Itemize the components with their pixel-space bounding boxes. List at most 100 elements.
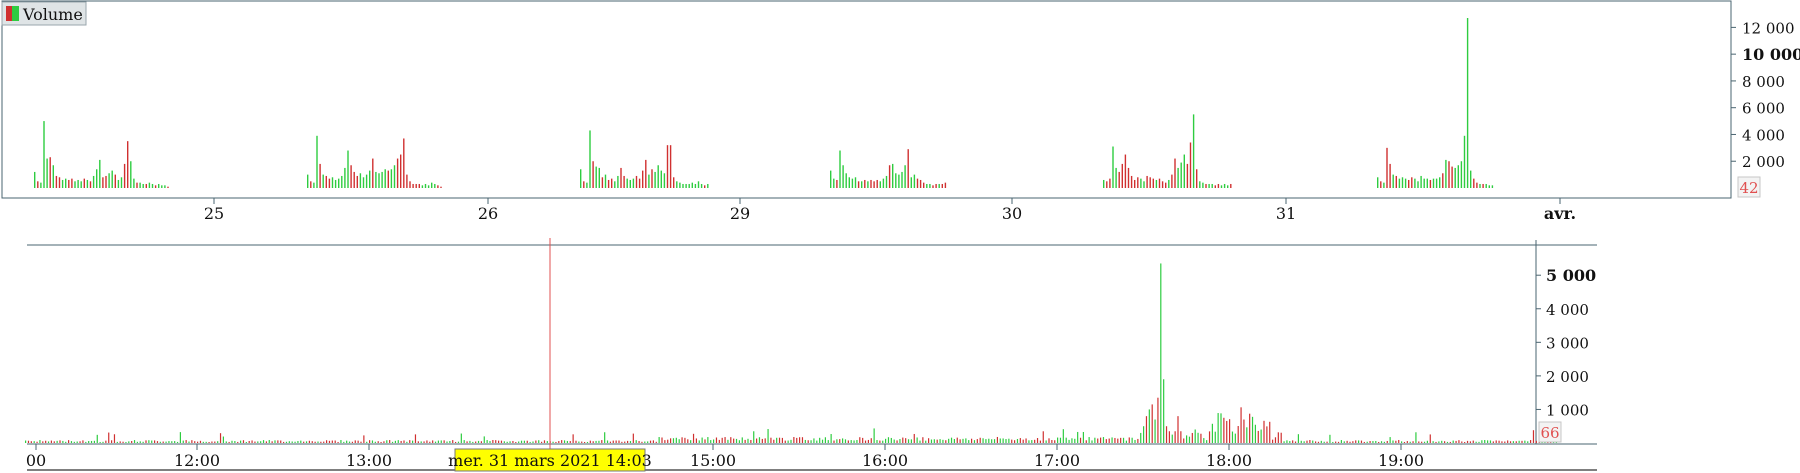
bottom-volume-bar xyxy=(1426,440,1428,443)
top-volume-bar xyxy=(421,185,424,188)
top-volume-bar xyxy=(130,161,132,188)
bottom-volume-bar xyxy=(770,437,772,443)
bottom-volume-bar xyxy=(1435,441,1437,443)
bottom-volume-bar xyxy=(1269,421,1271,443)
top-volume-bar xyxy=(1143,181,1145,188)
bottom-volume-bar xyxy=(463,440,465,443)
top-volume-bar xyxy=(99,159,101,188)
bottom-volume-bar xyxy=(890,437,892,443)
top-volume-bar xyxy=(1454,167,1456,188)
bottom-volume-bar xyxy=(237,441,239,443)
bottom-volume-bar xyxy=(859,437,861,443)
bottom-volume-bar xyxy=(93,440,95,443)
bottom-volume-bar xyxy=(389,440,391,443)
bottom-volume-bar xyxy=(1071,438,1073,443)
bottom-volume-bar xyxy=(1312,440,1314,443)
top-volume-bar xyxy=(870,179,872,188)
top-volume-bar xyxy=(427,185,430,188)
bottom-volume-bar xyxy=(30,441,32,443)
top-volume-bar xyxy=(888,165,891,188)
bottom-volume-bar xyxy=(176,441,179,443)
bottom-volume-bar xyxy=(1360,440,1363,443)
bottom-volume-bar xyxy=(1174,431,1176,443)
top-volume-bar xyxy=(1127,167,1130,188)
bottom-volume-bar xyxy=(257,441,259,443)
bottom-volume-bar xyxy=(1260,429,1262,443)
bottom-volume-bar xyxy=(1059,437,1062,443)
top-volume-bar xyxy=(944,182,947,188)
top-volume-bar xyxy=(83,178,85,188)
bottom-volume-bar xyxy=(162,441,164,443)
top-volume-bar xyxy=(1118,171,1120,188)
top-volume-bar xyxy=(148,182,151,188)
bottom-volume-panel: 1 000 2 000 3 000 4 000 5 000 00 12:00 13:00 15… xyxy=(25,238,1597,472)
bottom-volume-bar xyxy=(985,439,987,443)
top-volume-bar xyxy=(700,183,703,188)
bottom-volume-bar xyxy=(142,441,144,443)
bottom-volume-bar xyxy=(62,440,64,443)
bottom-volume-bar xyxy=(595,440,597,443)
top-volume-bar xyxy=(854,177,857,188)
bottom-volume-bar xyxy=(47,441,50,443)
bottom-volume-bar xyxy=(271,441,273,443)
bottom-volume-bar xyxy=(139,441,141,443)
bottom-volume-bar xyxy=(604,432,606,443)
bottom-volume-bar xyxy=(907,439,910,443)
bottom-volume-bar xyxy=(1249,413,1251,443)
bottom-volume-bar xyxy=(1512,441,1514,443)
bottom-volume-bar xyxy=(386,440,388,443)
top-volume-bar xyxy=(372,158,374,188)
bottom-volume-bar xyxy=(741,437,743,443)
bottom-volume-bar xyxy=(853,440,855,443)
top-volume-bar xyxy=(1124,154,1127,188)
bottom-volume-bar xyxy=(1188,436,1191,443)
bottom-volume-bar xyxy=(1343,441,1345,443)
top-volume-bar xyxy=(437,185,439,188)
bottom-volume-bar xyxy=(589,440,591,443)
top-volume-bar xyxy=(1192,114,1195,188)
bottom-volume-bar xyxy=(1355,440,1357,443)
bottom-volume-bar xyxy=(1054,440,1056,443)
top-volume-bar xyxy=(387,170,389,188)
top-volume-bar xyxy=(926,183,928,188)
bottom-volume-bar xyxy=(1286,440,1288,443)
bottom-volume-bar xyxy=(956,437,958,443)
bottom-volume-bar xyxy=(950,437,953,443)
bottom-volume-bar xyxy=(1148,409,1150,443)
bottom-volume-bar xyxy=(506,441,508,443)
top-y-tick-label: 12 000 xyxy=(1742,19,1795,37)
top-volume-bar xyxy=(604,174,607,188)
bottom-volume-bar xyxy=(1039,440,1041,443)
bottom-volume-bar xyxy=(1183,438,1185,443)
bottom-volume-bar xyxy=(331,440,333,443)
bottom-volume-bar xyxy=(254,441,256,443)
top-volume-bar xyxy=(1202,182,1204,188)
bottom-volume-bar xyxy=(776,437,778,443)
bottom-volume-bar xyxy=(182,440,184,443)
bottom-x-tick-label: 12:00 xyxy=(174,451,220,470)
bottom-volume-bar xyxy=(672,438,675,443)
bottom-volume-bar xyxy=(1094,437,1096,443)
bottom-volume-bar xyxy=(824,437,826,443)
bottom-volume-bar xyxy=(383,441,385,443)
legend[interactable]: Volume xyxy=(1,1,87,26)
bottom-volume-bar xyxy=(1349,441,1351,443)
top-volume-bar xyxy=(901,171,903,188)
top-volume-bar xyxy=(1121,163,1123,188)
bottom-volume-bar xyxy=(70,441,73,443)
bottom-volume-bar xyxy=(1180,431,1182,443)
bottom-volume-bar xyxy=(778,437,781,443)
bottom-volume-bar xyxy=(245,441,247,443)
bottom-volume-bar xyxy=(423,441,425,443)
bottom-volume-bar xyxy=(489,441,491,443)
top-volume-bar xyxy=(409,181,411,188)
bottom-volume-bar xyxy=(417,441,419,443)
bottom-x-tick-label: 00 xyxy=(26,451,46,470)
top-volume-bar xyxy=(620,167,622,188)
bottom-volume-bar xyxy=(85,441,87,443)
bottom-volume-bar xyxy=(928,438,930,443)
bottom-volume-bar xyxy=(151,440,153,443)
top-volume-bar xyxy=(669,145,672,188)
top-volume-bar xyxy=(1460,161,1463,188)
top-volume-bar xyxy=(1482,183,1484,188)
